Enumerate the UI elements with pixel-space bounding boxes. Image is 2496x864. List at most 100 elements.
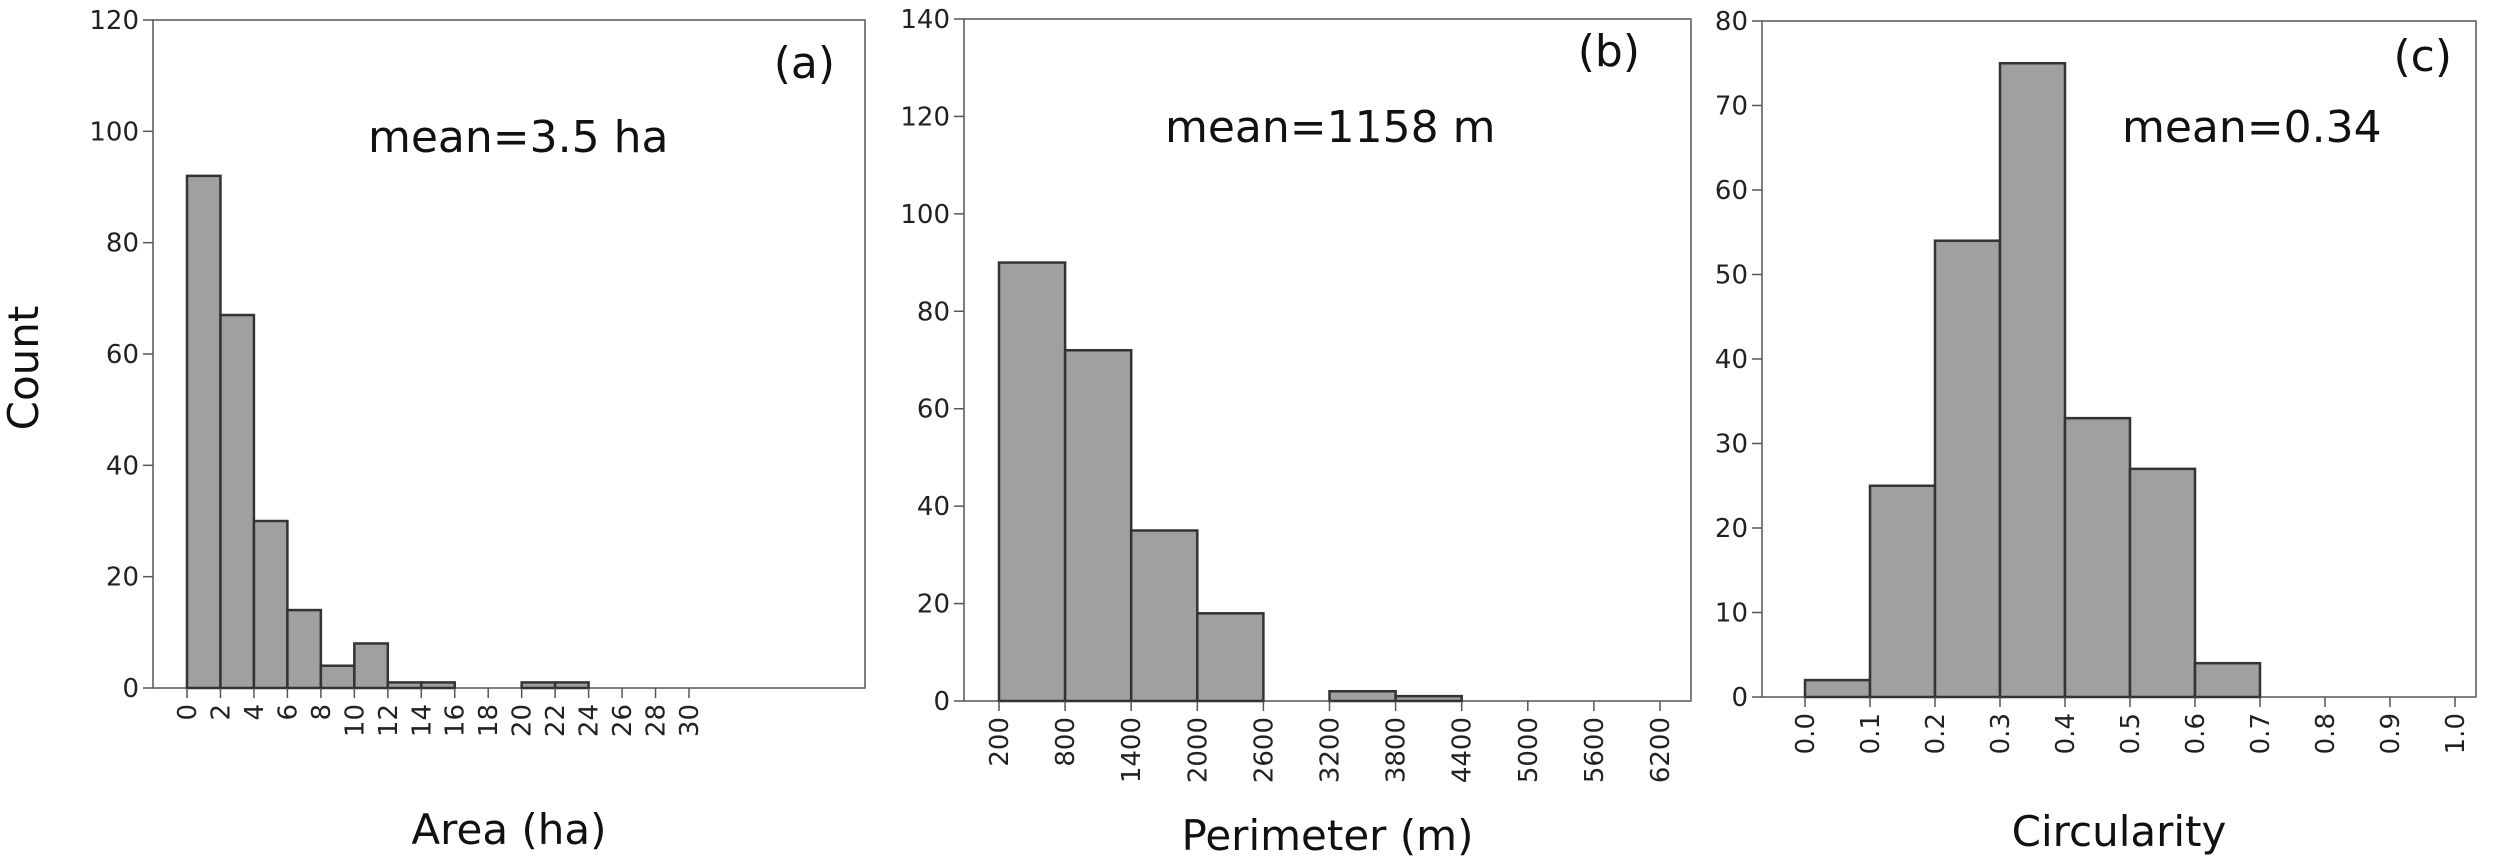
- histogram-bar: [1063, 349, 1133, 703]
- x-tick-label: 0.5: [2116, 713, 2146, 754]
- y-tick-label: 70: [1715, 92, 1748, 122]
- y-tick-label: 120: [89, 6, 139, 36]
- y-tick-label: 0: [1731, 683, 1748, 713]
- x-tick-label: 0.9: [2376, 713, 2406, 754]
- histogram-bar: [2128, 467, 2197, 699]
- panel-circularity-histogram: 0 10 20 30 40 50 60 70 80 0.0 0.1 0.2 0.3 0.4 0.5 0.6 0.…: [1715, 7, 2477, 856]
- histogram-bar: [2063, 416, 2132, 699]
- histogram-bar: [252, 519, 289, 690]
- panel-label: (b): [1578, 26, 1640, 77]
- histogram-bar: [319, 664, 356, 690]
- y-tick-label: 0: [933, 687, 950, 717]
- x-tick-label: 26: [608, 704, 638, 737]
- y-tick-label: 10: [1715, 599, 1748, 629]
- x-tick-label: 2600: [1249, 717, 1279, 783]
- y-tick-label: 120: [900, 102, 950, 132]
- histogram-bar: [185, 174, 222, 690]
- y-tick-label: 40: [1715, 345, 1748, 375]
- x-tick-label: 1.0: [2441, 713, 2471, 754]
- y-tick-label: 140: [900, 5, 950, 35]
- x-tick-label: 0.0: [1791, 713, 1821, 754]
- x-tick-label: 0.3: [1986, 713, 2016, 754]
- x-tick-label: 16: [441, 704, 471, 737]
- y-tick-label: 60: [1715, 176, 1748, 206]
- x-tick-label: 6: [273, 704, 303, 721]
- y-tick-label: 100: [89, 117, 139, 147]
- x-tick-label: 12: [374, 704, 404, 737]
- x-tick-label: 10: [340, 704, 370, 737]
- y-tick-label: 100: [900, 200, 950, 230]
- x-tick-label: 30: [675, 704, 705, 737]
- histogram-bar: [286, 608, 323, 690]
- x-tick-label: 200: [985, 717, 1015, 767]
- y-tick-label: 60: [917, 395, 950, 425]
- x-tick-label: 0: [173, 704, 203, 721]
- mean-annotation: mean=3.5 ha: [368, 112, 668, 163]
- x-tick-label: 8: [307, 704, 337, 721]
- histogram-bar: [353, 642, 390, 690]
- panel-label: (a): [774, 38, 835, 89]
- x-tick-label: 6200: [1646, 717, 1676, 783]
- y-tick-label: 80: [106, 229, 139, 259]
- x-tick-label: 0.8: [2311, 713, 2341, 754]
- histogram-bar: [1328, 690, 1397, 703]
- histogram-bar: [219, 313, 256, 690]
- x-tick-label: 28: [642, 704, 672, 737]
- panel-perimeter-histogram: 0 20 40 60 80 100 120 140 200 800 1400 2000 2600 3200…: [900, 5, 1692, 860]
- histogram-bar: [2193, 661, 2262, 699]
- y-tick-label: 80: [917, 297, 950, 327]
- histogram-bar: [1394, 694, 1463, 703]
- histogram-bar: [520, 681, 557, 690]
- y-tick-label: 0: [122, 674, 139, 704]
- x-tick-label: 2000: [1183, 717, 1213, 783]
- x-tick-label: 0.2: [1921, 713, 1951, 754]
- x-tick-label: 4: [240, 704, 270, 721]
- y-tick-label: 20: [1715, 514, 1748, 544]
- mean-annotation: mean=0.34: [2122, 102, 2382, 153]
- x-tick-label: 4400: [1448, 717, 1478, 783]
- x-tick-label: 800: [1051, 717, 1081, 767]
- x-tick-label: 0.4: [2051, 713, 2081, 754]
- y-tick-label: 50: [1715, 261, 1748, 291]
- y-tick-label: 60: [106, 340, 139, 370]
- x-tick-label: 22: [541, 704, 571, 737]
- histogram-bar: [386, 681, 423, 690]
- x-tick-label: 0.7: [2246, 713, 2276, 754]
- y-tick-label: 30: [1715, 430, 1748, 460]
- y-tick-label: 80: [1715, 7, 1748, 37]
- x-axis-label: Perimeter (m): [1182, 811, 1474, 860]
- x-tick-label: 18: [474, 704, 504, 737]
- x-tick-label: 20: [508, 704, 538, 737]
- mean-annotation: mean=1158 m: [1165, 102, 1495, 153]
- shared-y-axis-label: Count: [0, 306, 48, 431]
- x-tick-label: 14: [407, 704, 437, 737]
- x-tick-label: 0.1: [1856, 713, 1886, 754]
- x-tick-label: 1400: [1117, 717, 1147, 783]
- y-tick-label: 20: [917, 590, 950, 620]
- histogram-bar: [997, 261, 1067, 703]
- x-tick-label: 24: [575, 704, 605, 737]
- histogram-bar: [553, 681, 590, 690]
- y-tick-label: 40: [106, 451, 139, 481]
- y-tick-label: 40: [917, 492, 950, 522]
- histogram-bar: [1868, 484, 1937, 699]
- x-axis-label: Area (ha): [411, 805, 606, 854]
- x-tick-label: 5000: [1514, 717, 1544, 783]
- x-tick-label: 3800: [1382, 717, 1412, 783]
- histogram-bar: [1998, 62, 2067, 699]
- histogram-bar: [1803, 678, 1872, 699]
- histogram-bar: [1196, 612, 1265, 703]
- histogram-bar: [420, 681, 456, 690]
- x-axis-label: Circularity: [2012, 807, 2227, 856]
- x-tick-label: 5600: [1580, 717, 1610, 783]
- panel-label: (c): [2393, 31, 2452, 82]
- x-tick-label: 0.6: [2181, 713, 2211, 754]
- plot-frame: [963, 18, 1692, 702]
- x-tick-label: 2: [206, 704, 236, 721]
- y-tick-label: 20: [106, 563, 139, 593]
- histogram-bar: [1129, 529, 1199, 703]
- x-tick-label: 3200: [1316, 717, 1346, 783]
- histogram-bar: [1933, 239, 2002, 699]
